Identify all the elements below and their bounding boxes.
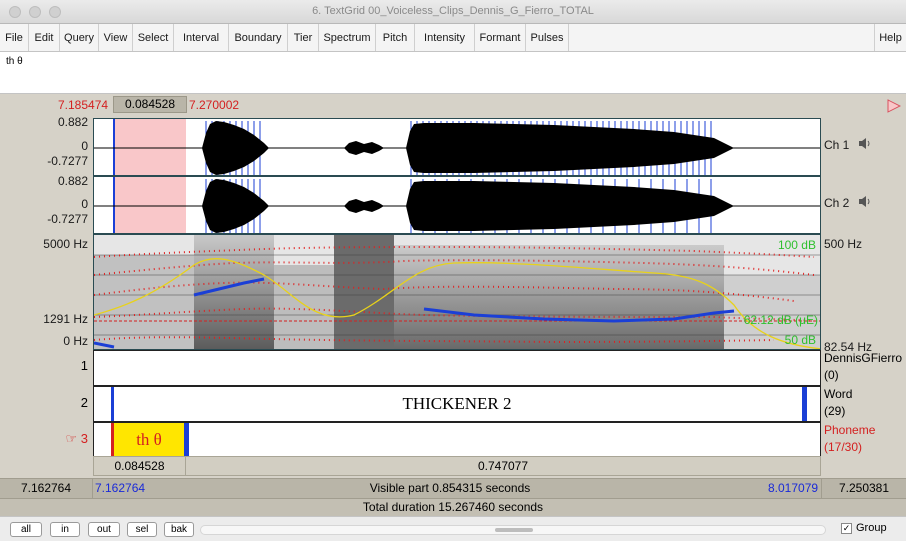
interval-text: th θ <box>6 56 23 67</box>
tier-3[interactable]: th θ <box>93 422 821 458</box>
menu-file[interactable]: File <box>0 24 29 51</box>
menu-help[interactable]: Help <box>874 24 906 51</box>
zoom-back-button[interactable]: bak <box>164 522 194 537</box>
pitch-top-label: 500 Hz <box>824 237 863 251</box>
waveform-channel-2[interactable] <box>93 176 821 234</box>
visible-part-label[interactable]: Visible part 0.854315 seconds <box>369 481 531 495</box>
phoneme-interval-text[interactable]: th θ <box>136 430 162 449</box>
waveform-channel-1[interactable] <box>93 118 821 176</box>
group-checkbox[interactable]: ✓ <box>841 523 852 534</box>
visible-end-time: 8.017079 <box>768 481 819 495</box>
menu-pitch[interactable]: Pitch <box>376 24 415 51</box>
window-controls <box>9 6 61 18</box>
ch1-max-label: 0.882 <box>57 115 88 129</box>
selection-end-time: 7.270002 <box>189 98 240 112</box>
menu-select[interactable]: Select <box>133 24 174 51</box>
menu-interval[interactable]: Interval <box>174 24 229 51</box>
tier-3-number: 3 <box>80 431 88 446</box>
tier-1-number: 1 <box>80 358 88 373</box>
zoom-in-button[interactable]: in <box>50 522 80 537</box>
ch2-max-label: 0.882 <box>57 174 88 188</box>
tier-3-name: Phoneme (17/30) <box>824 422 875 456</box>
waveform-2-graphic <box>94 177 820 233</box>
close-window-button[interactable] <box>9 6 21 18</box>
menu-view[interactable]: View <box>99 24 133 51</box>
speaker-icon[interactable] <box>858 137 872 150</box>
selection-start-time: 7.185474 <box>58 98 109 112</box>
intensity-top-label: 100 dB <box>777 238 816 252</box>
tier-2-count: (29) <box>824 404 846 418</box>
menu-spectrum[interactable]: Spectrum <box>319 24 376 51</box>
zoom-button-bar: all in out sel bak ✓ Group <box>0 516 906 541</box>
interval-text-field[interactable]: th θ <box>0 52 906 94</box>
zoom-all-button[interactable]: all <box>10 522 42 537</box>
freq-top-label: 5000 Hz <box>43 237 88 251</box>
menu-intensity[interactable]: Intensity <box>415 24 475 51</box>
intensity-cursor-label: 62.12 dB (μE) <box>743 313 818 327</box>
tier-2-name: Word (29) <box>824 386 852 420</box>
waveform-1-graphic <box>94 119 820 175</box>
tier-2-title: Word <box>824 387 853 401</box>
total-duration-bar[interactable]: Total duration 15.267460 seconds <box>0 498 906 516</box>
selection-duration-bar: 0.084528 0.747077 <box>93 456 821 476</box>
ch1-zero-label: 0 <box>81 139 88 153</box>
visible-part-bar: 7.162764 7.162764 Visible part 0.854315 … <box>0 478 906 498</box>
menu-query[interactable]: Query <box>60 24 99 51</box>
menu-pulses[interactable]: Pulses <box>526 24 569 51</box>
ch2-name: Ch 2 <box>824 196 850 210</box>
ch2-zero-label: 0 <box>81 197 88 211</box>
tier-1-name: DennisGFierro (0) <box>824 350 902 384</box>
menu-boundary[interactable]: Boundary <box>229 24 288 51</box>
tier-3-count: (17/30) <box>824 440 863 454</box>
remaining-duration-cell[interactable]: 0.747077 <box>477 459 529 473</box>
pointing-hand-icon: ☞ <box>65 431 78 446</box>
spectrogram-panel[interactable]: 100 dB 62.12 dB (μE) 50 dB <box>93 234 821 350</box>
ch1-name: Ch 1 <box>824 138 850 152</box>
intensity-bottom-label: 50 dB <box>784 333 816 347</box>
ch1-min-label: -0.7277 <box>47 154 88 168</box>
word-boundary[interactable] <box>111 387 114 421</box>
menu-tier[interactable]: Tier <box>288 24 319 51</box>
tier-3-number-wrap: ☞ 3 <box>0 431 88 447</box>
window-end-time[interactable]: 7.250381 <box>821 479 906 498</box>
window-start-time[interactable]: 7.162764 <box>0 479 93 498</box>
tier-1-count: (0) <box>824 368 839 382</box>
speaker-icon[interactable] <box>858 195 872 208</box>
group-label: Group <box>856 522 887 534</box>
title-bar: 6. TextGrid 00_Voiceless_Clips_Dennis_G_… <box>0 0 906 24</box>
tier-3-title: Phoneme <box>824 423 876 437</box>
pitch-bottom-label: 82.54 Hz <box>824 340 873 354</box>
word-interval-text[interactable]: THICKENER 2 <box>402 394 512 413</box>
menu-bar: File Edit Query View Select Interval Bou… <box>0 24 906 52</box>
spectrogram-graphic <box>94 235 820 349</box>
horizontal-scrollbar[interactable] <box>200 525 826 535</box>
selection-duration[interactable]: 0.084528 <box>113 96 187 113</box>
selected-duration-cell[interactable]: 0.084528 <box>94 457 186 475</box>
visible-start-time: 7.162764 <box>95 481 146 495</box>
minimize-window-button[interactable] <box>29 6 41 18</box>
tier-2[interactable]: THICKENER 2 <box>93 386 821 422</box>
zoom-sel-button[interactable]: sel <box>127 522 157 537</box>
ch2-min-label: -0.7277 <box>47 212 88 226</box>
menu-spacer <box>569 24 874 51</box>
zoom-window-button[interactable] <box>49 6 61 18</box>
zoom-out-button[interactable]: out <box>88 522 120 537</box>
scrollbar-thumb[interactable] <box>495 528 533 532</box>
menu-edit[interactable]: Edit <box>29 24 60 51</box>
phoneme-interval-selected[interactable] <box>114 423 184 457</box>
play-arrow-icon[interactable] <box>887 99 901 113</box>
tier-1[interactable] <box>93 350 821 386</box>
phoneme-boundary[interactable] <box>184 423 189 457</box>
editor-area: 7.185474 0.084528 7.270002 0.882 0 -0.72… <box>0 94 906 478</box>
freq-bottom-label: 0 Hz <box>63 334 88 348</box>
freq-cursor-label: 1291 Hz <box>43 312 88 326</box>
tier-2-number: 2 <box>80 395 88 410</box>
window-title: 6. TextGrid 00_Voiceless_Clips_Dennis_G_… <box>312 5 594 17</box>
tier-1-title: DennisGFierro <box>824 351 903 365</box>
menu-formant[interactable]: Formant <box>475 24 526 51</box>
word-boundary[interactable] <box>802 387 807 421</box>
phoneme-boundary[interactable] <box>111 423 114 457</box>
